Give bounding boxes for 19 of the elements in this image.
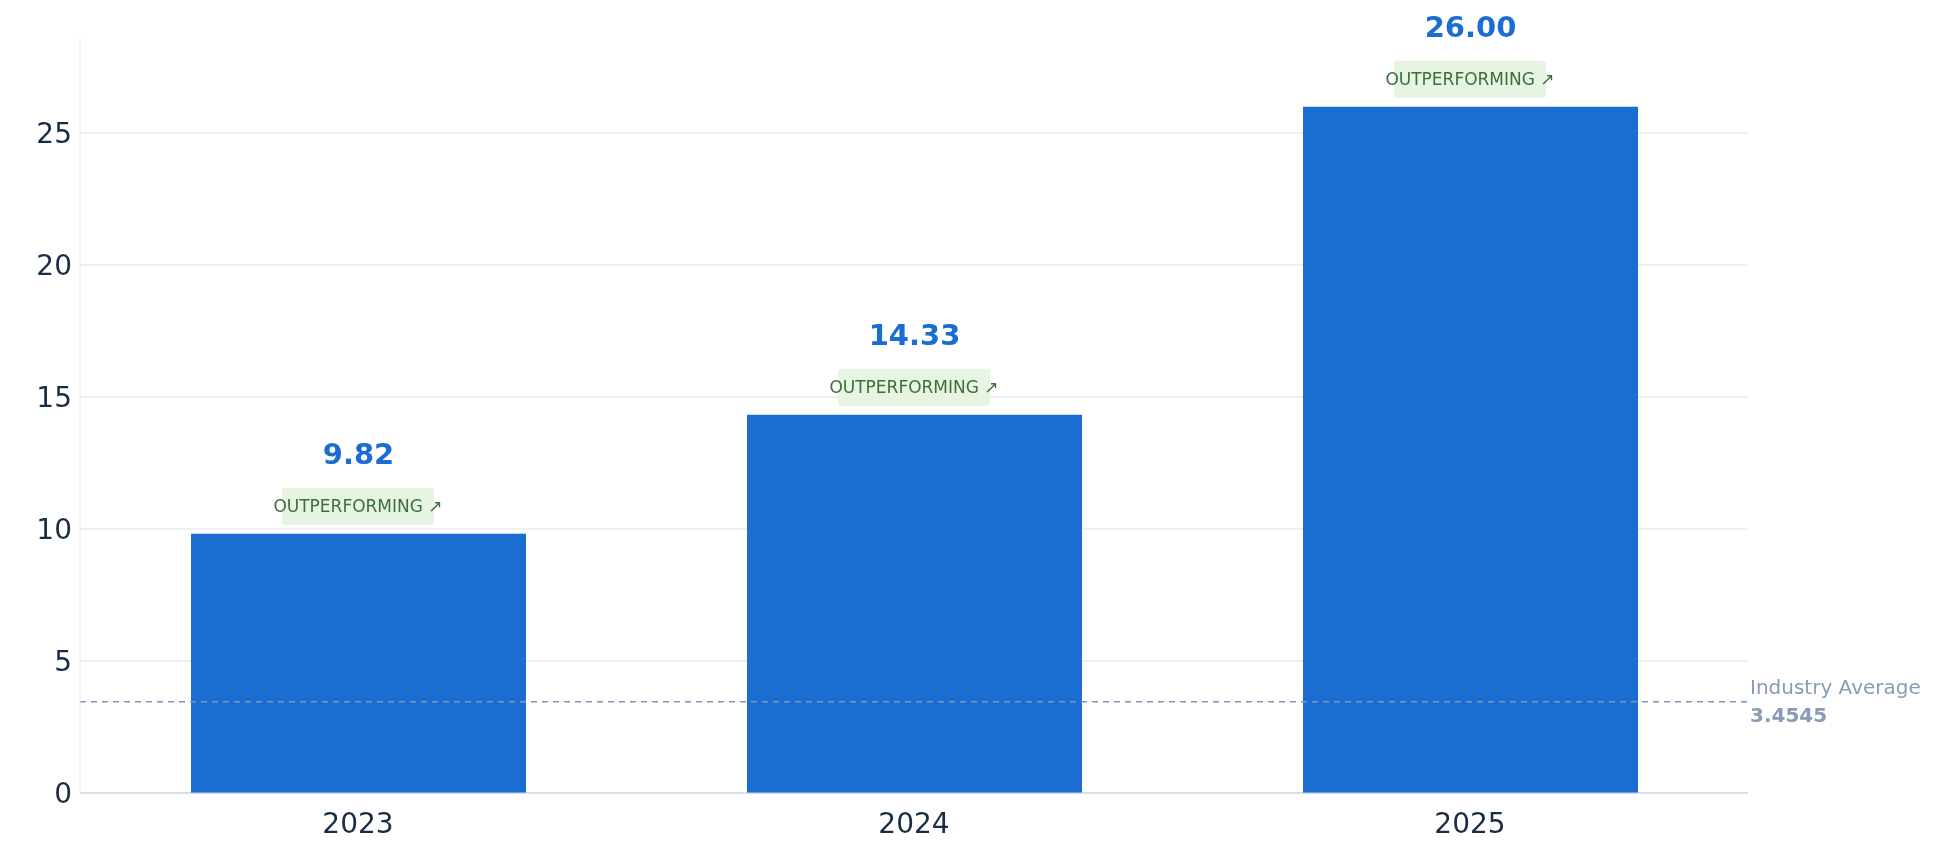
y-tick-label: 5: [54, 644, 72, 678]
annotation: OUTPERFORMING ↗: [1385, 68, 1555, 89]
y-tick-label: 15: [36, 380, 72, 414]
data-label: 26.00: [1424, 9, 1517, 44]
bar: [1303, 106, 1638, 793]
bar: [747, 414, 1082, 793]
bar: [191, 533, 526, 793]
annotation: OUTPERFORMING ↗: [829, 376, 999, 397]
y-tick-label: 25: [36, 116, 72, 150]
annotation: OUTPERFORMING ↗: [273, 495, 443, 516]
y-tick-label: 0: [54, 776, 72, 810]
y-tick-label: 20: [36, 248, 72, 282]
x-tick-label: 2025: [1434, 806, 1506, 840]
data-label: 14.33: [868, 317, 961, 352]
ref-line-label: Industry Average 3.4545: [1750, 674, 1921, 727]
x-tick-label: 2024: [878, 806, 950, 840]
data-label: 9.82: [322, 436, 395, 471]
y-tick-label: 10: [36, 512, 72, 546]
x-tick-label: 2023: [322, 806, 394, 840]
